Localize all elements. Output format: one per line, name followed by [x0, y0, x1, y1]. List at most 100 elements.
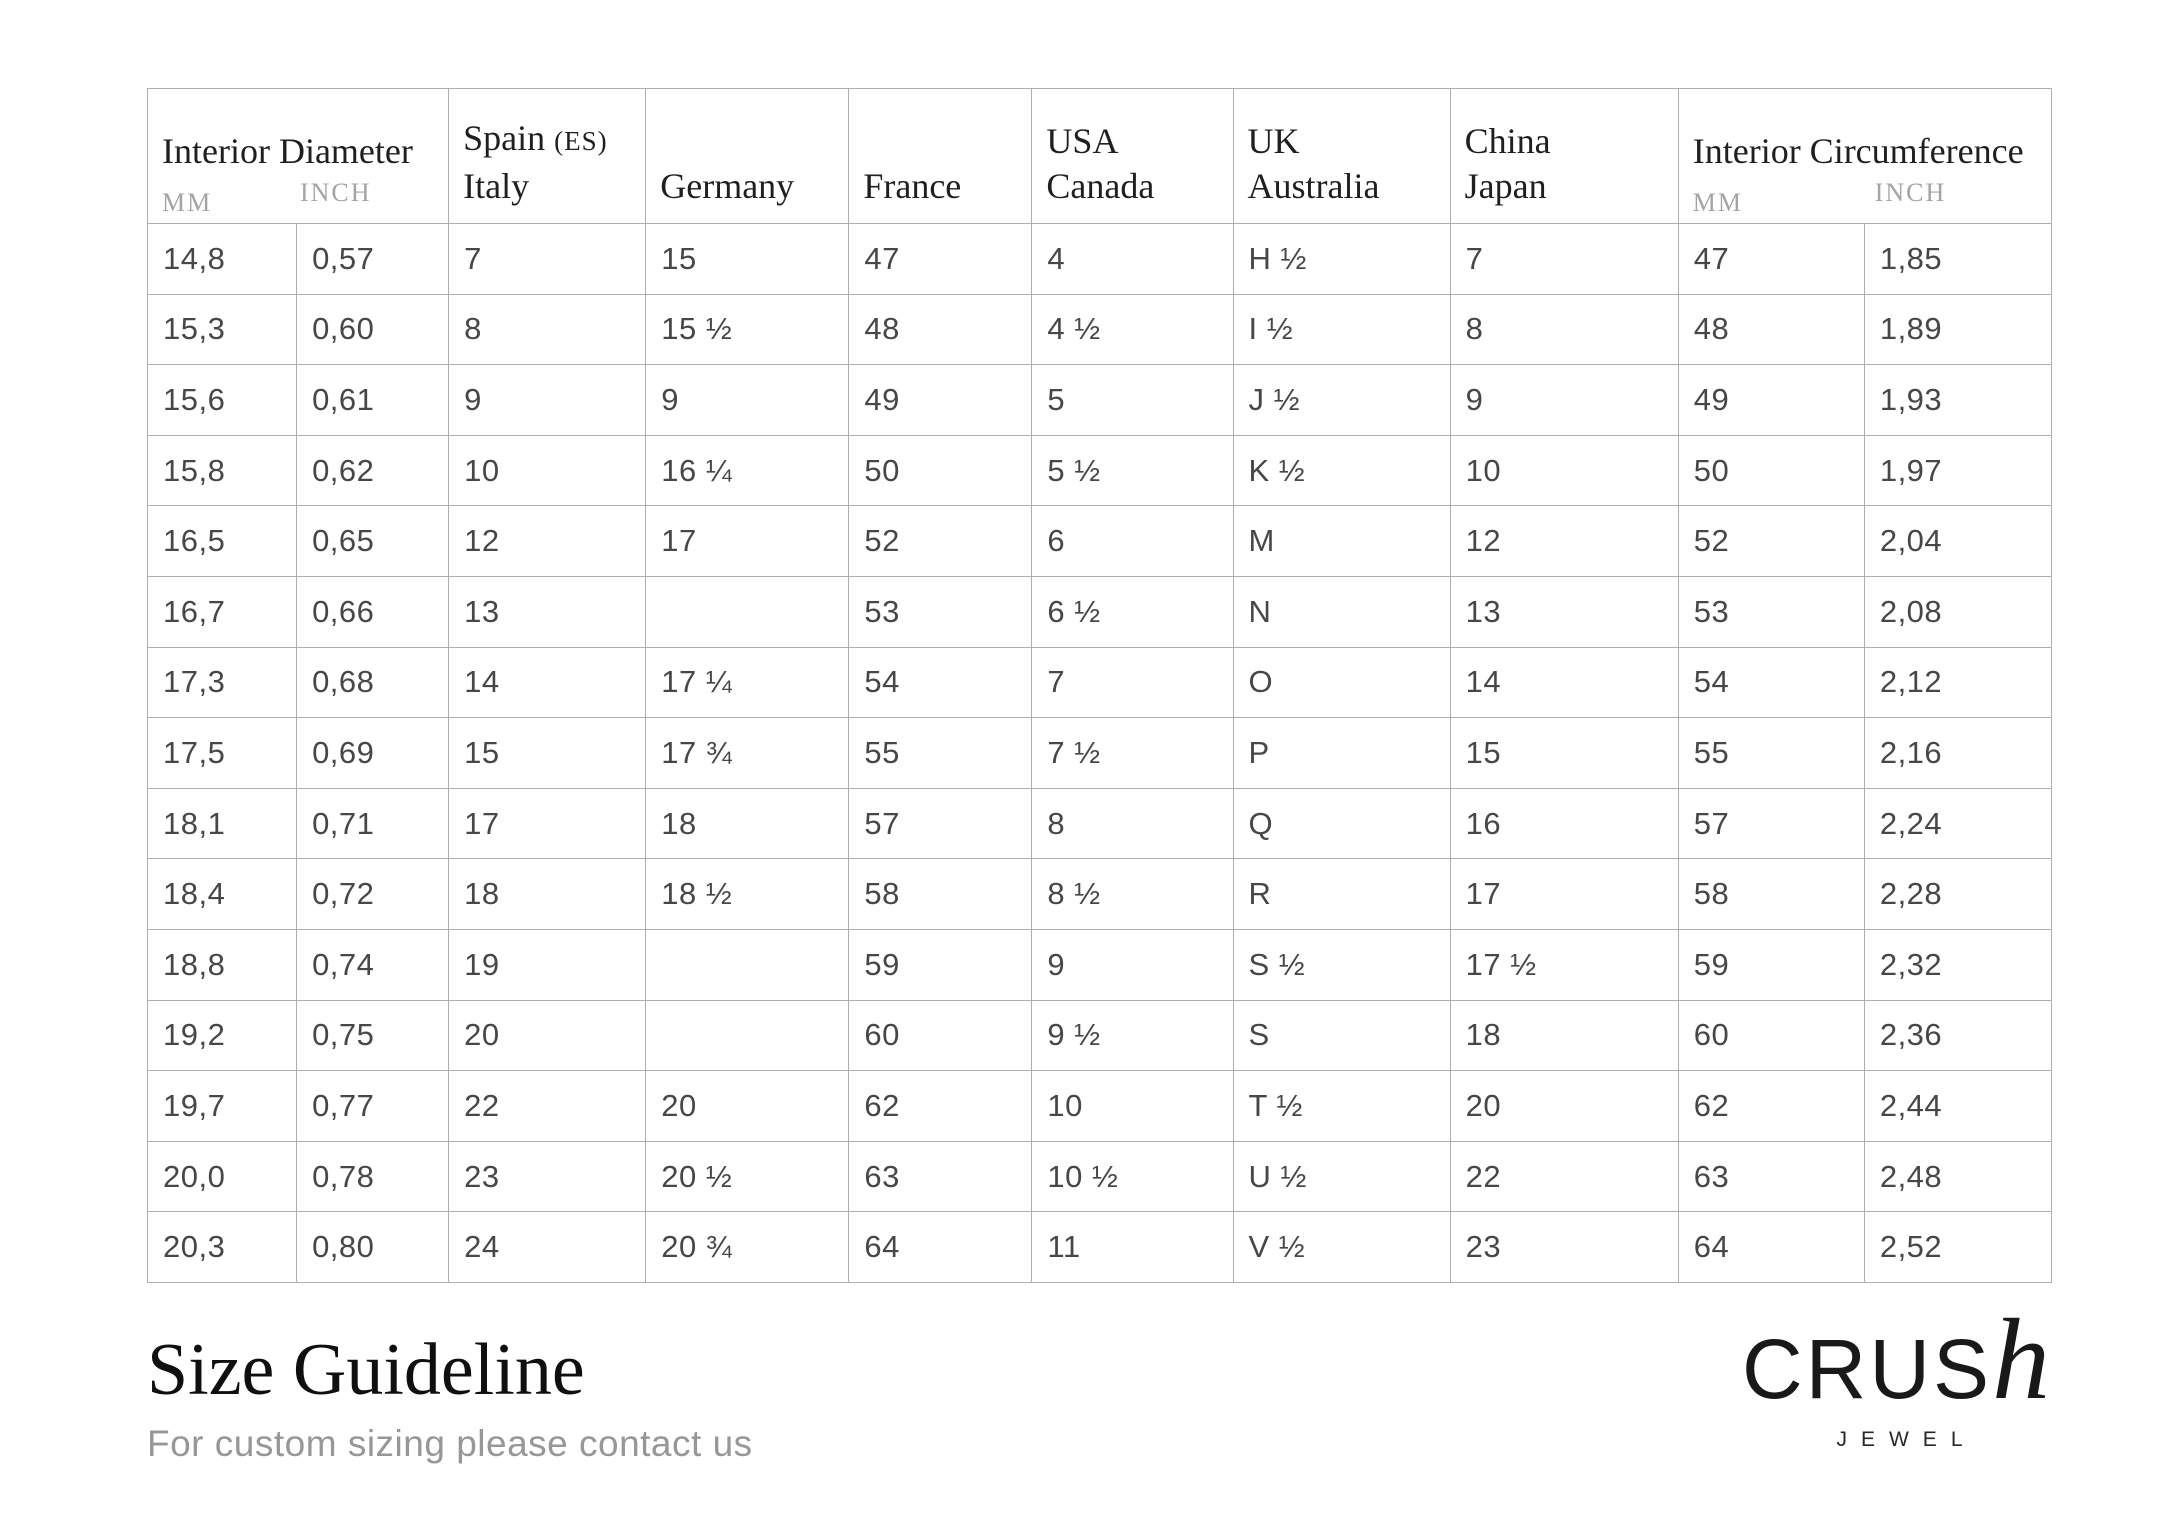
table-row: 16,5 0,65 12 17 52 6 M 12 52 2,04	[146, 505, 2053, 577]
table-cell: 7	[1449, 223, 1679, 295]
table-cell: 2,04	[1863, 505, 2053, 577]
table-row: 14,8 0,57 7 15 47 4 H ½ 7 47 1,85	[146, 223, 2053, 295]
table-row: 18,1 0,71 17 18 57 8 Q 16 57 2,24	[146, 787, 2053, 860]
table-cell: 0,57	[296, 223, 450, 295]
table-cell: 2,52	[1863, 1211, 2053, 1283]
table-cell: 23	[1449, 1211, 1679, 1283]
table-cell: 62	[848, 1070, 1033, 1142]
table-cell: 17	[645, 505, 850, 577]
table-row: 18,8 0,74 19 59 9 S ½ 17 ½ 59 2,32	[146, 928, 2053, 1001]
table-cell: 5 ½	[1031, 434, 1234, 507]
table-cell: 14	[1449, 646, 1679, 719]
table-row: 17,3 0,68 14 17 ¼ 54 7 O 14 54 2,12	[146, 646, 2053, 719]
table-cell: 0,65	[296, 505, 450, 577]
table-cell: 22	[1449, 1140, 1679, 1213]
header-title-uk: UK	[1247, 121, 1300, 161]
table-cell: 0,62	[296, 434, 450, 507]
brand-logo-wordmark: CRUS h	[1742, 1302, 2057, 1419]
table-cell: 7	[1031, 646, 1234, 719]
header-title-italy: Italy	[463, 166, 530, 206]
table-cell	[645, 575, 850, 648]
footer-text-block: Size Guideline For custom sizing please …	[147, 1330, 753, 1466]
table-cell: 18,1	[146, 787, 298, 860]
table-row: 19,2 0,75 20 60 9 ½ S 18 60 2,36	[146, 999, 2053, 1072]
table-cell: 18 ½	[645, 858, 850, 930]
table-cell: 22	[448, 1070, 647, 1142]
table-row: 16,7 0,66 13 53 6 ½ N 13 53 2,08	[146, 575, 2053, 648]
header-uk-australia: UK Australia	[1232, 88, 1451, 224]
table-cell: 63	[1677, 1140, 1865, 1213]
table-cell: 4 ½	[1031, 293, 1234, 366]
brand-logo-crus: CRUS	[1742, 1322, 1993, 1416]
table-cell: 0,80	[296, 1211, 450, 1283]
table-cell: 16 ¼	[645, 434, 850, 507]
table-cell: 0,74	[296, 928, 450, 1001]
table-cell: 17	[448, 787, 647, 860]
table-cell: 4	[1031, 223, 1234, 295]
table-cell: 18	[1449, 999, 1679, 1072]
header-sub-inch: INCH	[1874, 178, 1947, 207]
header-title-germany: Germany	[660, 166, 795, 206]
table-cell: 13	[448, 575, 647, 648]
table-cell: 47	[848, 223, 1033, 295]
header-sub-mm: MM	[1692, 188, 1743, 217]
table-row: 20,3 0,80 24 20 ¾ 64 11 V ½ 23 64 2,52	[146, 1211, 2053, 1283]
table-cell: 20 ¾	[645, 1211, 850, 1283]
table-cell: 17,3	[146, 646, 298, 719]
table-cell: 1,85	[1863, 223, 2053, 295]
table-cell: 50	[1677, 434, 1865, 507]
header-title-interior-circumference: Interior Circumference	[1692, 131, 2024, 171]
header-usa-canada: USA Canada	[1031, 88, 1234, 224]
header-spain-label: Spain	[463, 118, 546, 158]
table-cell: Q	[1232, 787, 1451, 860]
table-cell: 0,75	[296, 999, 450, 1072]
table-cell: 57	[1677, 787, 1865, 860]
table-cell: 2,28	[1863, 858, 2053, 930]
table-cell: 9	[1449, 364, 1679, 436]
table-cell: 14,8	[146, 223, 298, 295]
table-cell: 20	[645, 1070, 850, 1142]
table-cell: 15,6	[146, 364, 298, 436]
table-cell: I ½	[1232, 293, 1451, 366]
table-cell: 0,72	[296, 858, 450, 930]
table-cell: 0,60	[296, 293, 450, 366]
table-cell: 15	[645, 223, 850, 295]
table-cell: 23	[448, 1140, 647, 1213]
table-cell: 19	[448, 928, 647, 1001]
table-cell: 52	[848, 505, 1033, 577]
table-cell: 12	[448, 505, 647, 577]
header-spain-italy: Spain (ES) Italy	[448, 88, 647, 224]
table-cell: 48	[1677, 293, 1865, 366]
table-cell: 8	[1031, 787, 1234, 860]
table-cell: O	[1232, 646, 1451, 719]
table-cell	[645, 928, 850, 1001]
table-cell: 1,89	[1863, 293, 2053, 366]
table-cell: 17 ½	[1449, 928, 1679, 1001]
header-row: Interior Diameter MM INCH Spain (ES) Ital…	[146, 88, 2053, 224]
table-cell: 15,3	[146, 293, 298, 366]
header-sub-inch: INCH	[300, 178, 372, 207]
header-interior-circumference: Interior Circumference MM INCH	[1677, 88, 2053, 224]
table-cell: 0,68	[296, 646, 450, 719]
table-cell: 17 ¾	[645, 717, 850, 789]
table-cell	[645, 999, 850, 1072]
table-cell: 9	[448, 364, 647, 436]
table-cell: 18,8	[146, 928, 298, 1001]
table-row: 19,7 0,77 22 20 62 10 T ½ 20 62 2,44	[146, 1070, 2053, 1142]
table-cell: M	[1232, 505, 1451, 577]
table-cell: P	[1232, 717, 1451, 789]
table-cell: 17 ¼	[645, 646, 850, 719]
brand-logo: CRUS h JEWEL	[1742, 1302, 2057, 1452]
table-cell: 19,7	[146, 1070, 298, 1142]
table-cell: 54	[848, 646, 1033, 719]
table-cell: 5	[1031, 364, 1234, 436]
table-cell: 7	[448, 223, 647, 295]
header-sub-mm: MM	[162, 188, 213, 217]
table-cell: 62	[1677, 1070, 1865, 1142]
header-title-usa: USA	[1046, 121, 1119, 161]
table-cell: 10	[1449, 434, 1679, 507]
table-cell: 57	[848, 787, 1033, 860]
table-cell: 48	[848, 293, 1033, 366]
